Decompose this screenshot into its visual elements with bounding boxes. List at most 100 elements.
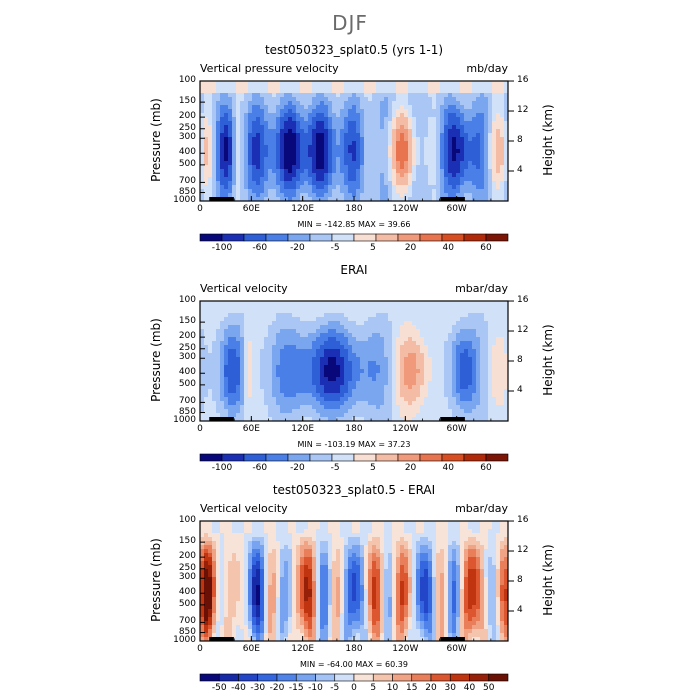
- field-cell: [264, 149, 269, 154]
- field-cell: [420, 329, 425, 334]
- field-cell: [348, 125, 353, 130]
- field-cell: [284, 341, 289, 346]
- field-cell: [484, 133, 489, 138]
- field-cell: [428, 325, 433, 330]
- field-cell: [408, 417, 413, 422]
- field-cell: [236, 349, 241, 354]
- field-cell: [408, 141, 413, 146]
- field-cell: [424, 165, 429, 170]
- field-cell: [236, 417, 241, 422]
- field-cell: [232, 381, 237, 386]
- field-cell: [244, 137, 249, 142]
- field-cell: [280, 181, 285, 186]
- field-cell: [488, 401, 493, 406]
- field-cell: [228, 521, 233, 526]
- field-cell: [264, 189, 269, 194]
- field-cell: [432, 397, 437, 402]
- field-cell: [432, 161, 437, 166]
- field-cell: [424, 145, 429, 150]
- field-cell: [392, 125, 397, 130]
- field-cell: [376, 325, 381, 330]
- field-cell: [200, 557, 205, 562]
- field-cell: [220, 189, 225, 194]
- field-cell: [204, 173, 209, 178]
- field-cell: [260, 85, 265, 90]
- field-cell: [204, 537, 209, 542]
- field-cell: [500, 413, 505, 418]
- field-cell: [436, 337, 441, 342]
- field-cell: [304, 385, 309, 390]
- field-cell: [472, 381, 477, 386]
- field-cell: [500, 81, 505, 86]
- field-cell: [428, 345, 433, 350]
- field-cell: [212, 113, 217, 118]
- field-cell: [264, 161, 269, 166]
- field-cell: [420, 117, 425, 122]
- field-cell: [264, 193, 269, 198]
- field-cell: [224, 141, 229, 146]
- field-cell: [228, 105, 233, 110]
- field-cell: [240, 141, 245, 146]
- field-cell: [492, 177, 497, 182]
- field-cell: [268, 397, 273, 402]
- field-cell: [208, 137, 213, 142]
- field-cell: [344, 161, 349, 166]
- field-cell: [440, 389, 445, 394]
- field-cell: [432, 393, 437, 398]
- field-cell: [292, 85, 297, 90]
- field-cell: [384, 397, 389, 402]
- field-cell: [216, 605, 221, 610]
- field-cell: [208, 557, 213, 562]
- field-cell: [460, 305, 465, 310]
- field-cell: [260, 341, 265, 346]
- field-cell: [344, 333, 349, 338]
- field-cell: [276, 321, 281, 326]
- field-cell: [496, 101, 501, 106]
- field-cell: [452, 385, 457, 390]
- colorbar-2: [199, 453, 509, 462]
- field-cell: [372, 389, 377, 394]
- field-cell: [224, 533, 229, 538]
- field-cell: [424, 385, 429, 390]
- field-cell: [292, 305, 297, 310]
- field-cell: [376, 169, 381, 174]
- field-cell: [288, 141, 293, 146]
- field-cell: [204, 557, 209, 562]
- field-cell: [264, 337, 269, 342]
- field-cell: [396, 113, 401, 118]
- field-cell: [232, 397, 237, 402]
- field-cell: [304, 149, 309, 154]
- field-cell: [264, 365, 269, 370]
- field-cell: [216, 565, 221, 570]
- field-cell: [444, 93, 449, 98]
- field-cell: [376, 165, 381, 170]
- field-cell: [332, 401, 337, 406]
- field-cell: [288, 305, 293, 310]
- field-cell: [264, 341, 269, 346]
- field-cell: [200, 609, 205, 614]
- field-cell: [368, 313, 373, 318]
- field-cell: [228, 185, 233, 190]
- field-cell: [252, 309, 257, 314]
- field-cell: [360, 113, 365, 118]
- field-cell: [248, 129, 253, 134]
- field-cell: [212, 137, 217, 142]
- field-cell: [344, 389, 349, 394]
- field-cell: [420, 161, 425, 166]
- field-cell: [208, 545, 213, 550]
- field-cell: [324, 101, 329, 106]
- field-cell: [456, 341, 461, 346]
- field-cell: [344, 121, 349, 126]
- field-cell: [280, 121, 285, 126]
- field-cell: [216, 413, 221, 418]
- field-cell: [416, 305, 421, 310]
- field-cell: [392, 305, 397, 310]
- field-cell: [272, 353, 277, 358]
- field-cell: [456, 109, 461, 114]
- field-cell: [212, 601, 217, 606]
- field-cell: [500, 325, 505, 330]
- field-cell: [388, 113, 393, 118]
- field-cell: [440, 173, 445, 178]
- field-cell: [316, 397, 321, 402]
- field-cell: [416, 309, 421, 314]
